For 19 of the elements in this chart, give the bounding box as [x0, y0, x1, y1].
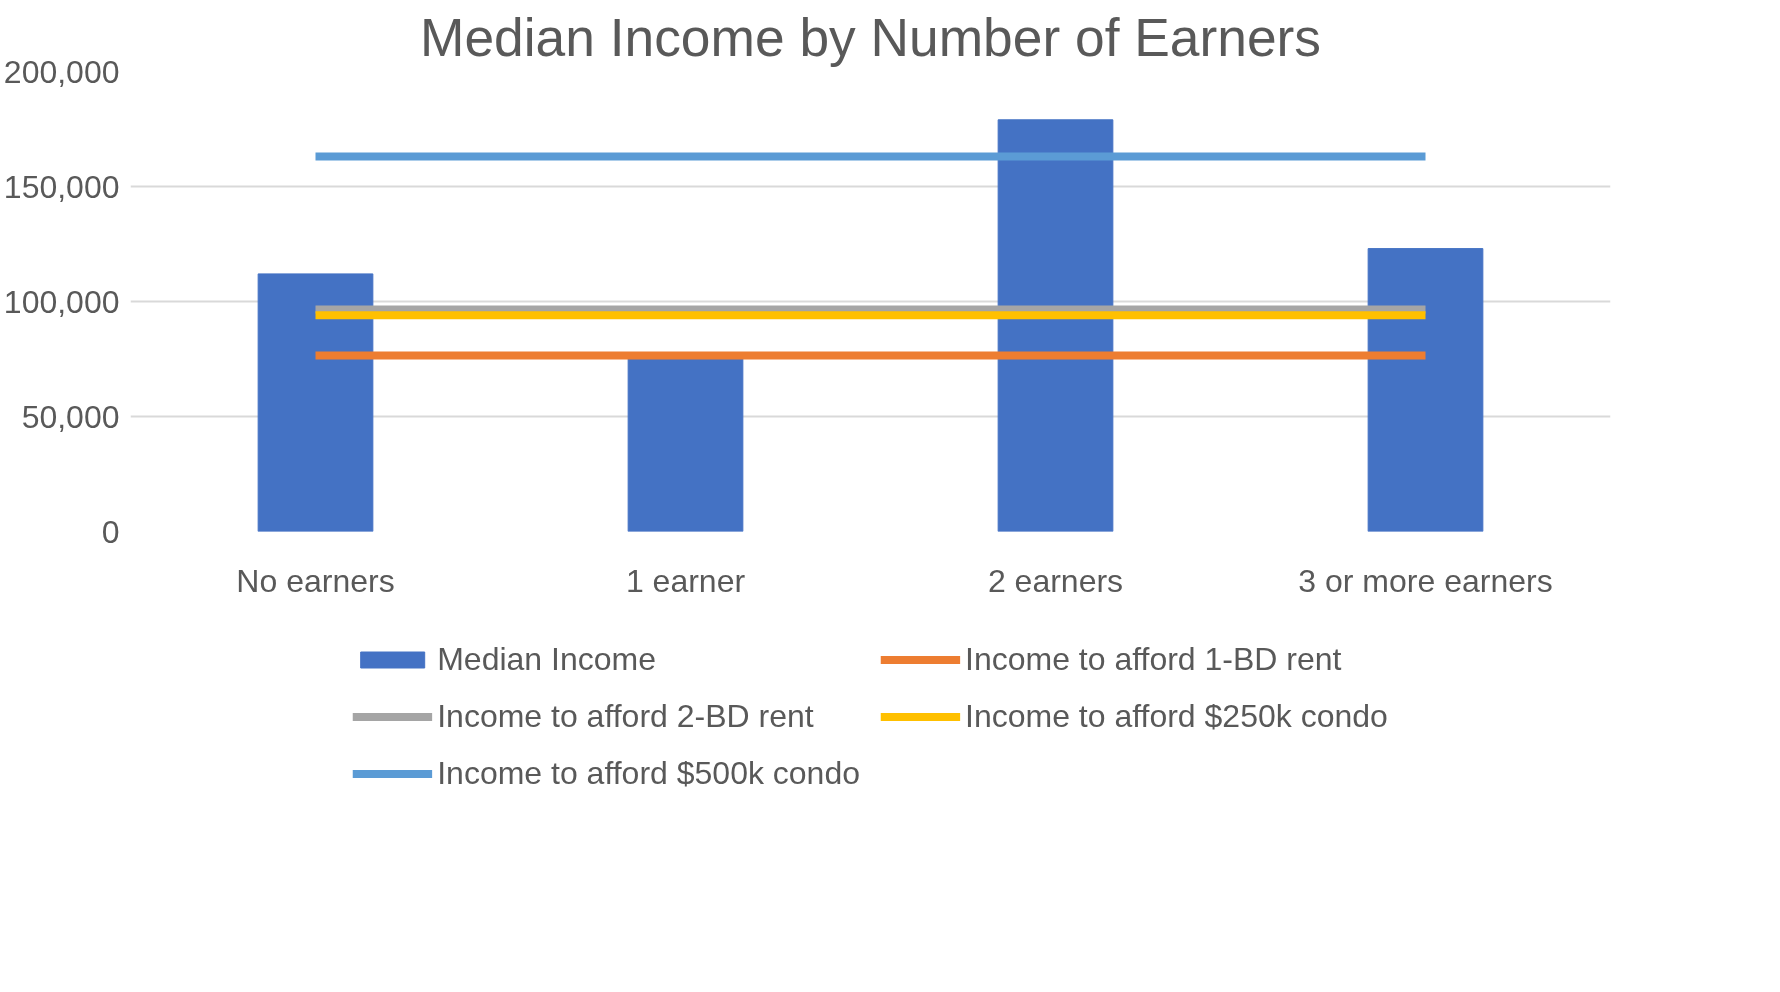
legend-label: Income to afford 2-BD rent: [437, 697, 815, 735]
y-tick-label: 200,000: [3, 53, 120, 90]
chart-title: Median Income by Number of Earners: [419, 7, 1322, 67]
bar: [1367, 248, 1484, 532]
legend-label: Median Income: [437, 640, 657, 678]
legend-label: Income to afford $500k condo: [437, 754, 860, 792]
x-tick-label: 3 or more earners: [1298, 562, 1553, 599]
y-tick-label: 50,000: [21, 398, 120, 435]
bar: [997, 119, 1114, 532]
legend-label: Income to afford 1-BD rent: [965, 640, 1343, 678]
y-tick-label: 150,000: [3, 168, 120, 205]
x-tick-label: No earners: [236, 562, 395, 599]
bar: [627, 358, 744, 532]
y-tick-label: 0: [101, 513, 120, 550]
bar: [257, 273, 374, 532]
y-tick-label: 100,000: [3, 283, 120, 320]
x-tick-label: 2 earners: [987, 562, 1124, 599]
x-tick-label: 1 earner: [625, 562, 746, 599]
legend-label: Income to afford $250k condo: [965, 697, 1388, 735]
